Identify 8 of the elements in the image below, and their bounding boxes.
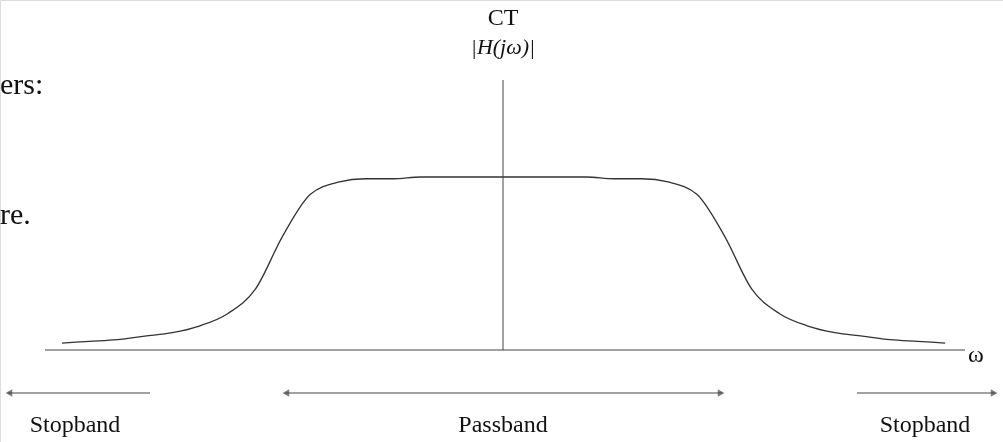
text: |H(jω)| bbox=[470, 34, 536, 59]
chart-title: CT bbox=[487, 4, 519, 30]
text: Passband bbox=[458, 411, 548, 437]
text: ers: bbox=[0, 67, 44, 100]
text: re. bbox=[0, 197, 31, 230]
x-axis-title: ω bbox=[968, 341, 984, 367]
text: Stopband bbox=[879, 411, 971, 437]
text: Stopband bbox=[29, 411, 121, 437]
